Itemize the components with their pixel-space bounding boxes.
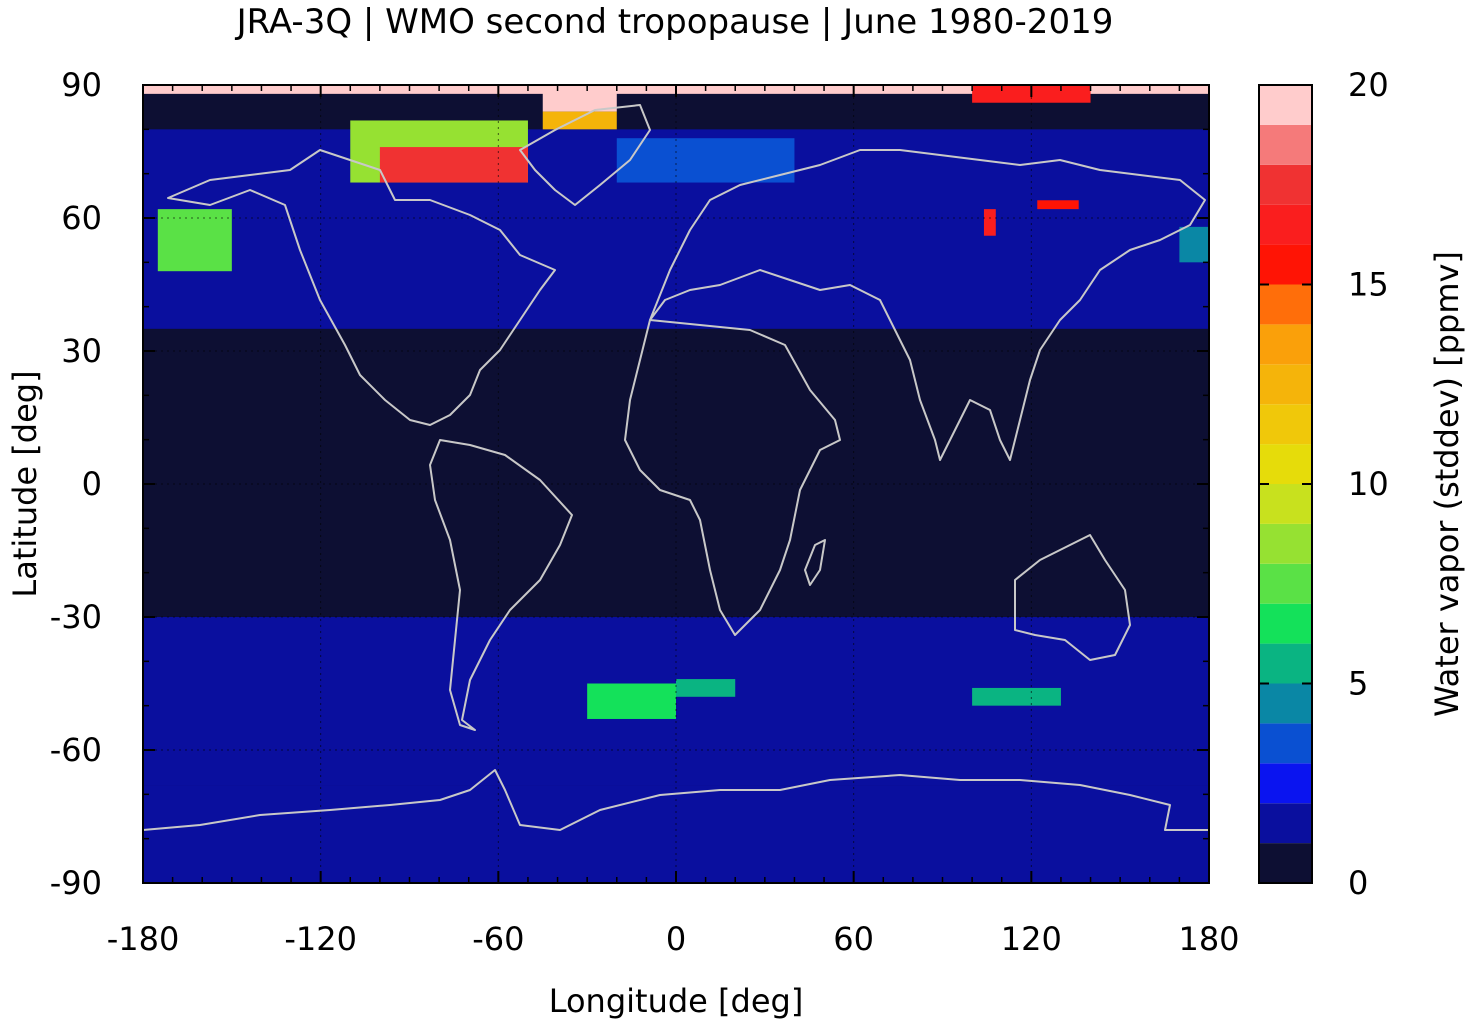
colorbar-level	[1259, 683, 1312, 724]
colorbar-tick-label: 20	[1348, 66, 1389, 104]
data-region	[1037, 200, 1079, 210]
chart-title: JRA-3Q | WMO second tropopause | June 19…	[235, 2, 1114, 42]
colorbar-level	[1259, 124, 1312, 165]
x-tick-label: 120	[1001, 920, 1062, 958]
y-tick-label: -60	[50, 731, 102, 769]
y-tick-label: -30	[50, 598, 102, 636]
x-tick-label: 180	[1178, 920, 1239, 958]
colorbar-tick-label: 5	[1348, 665, 1368, 703]
coastline-africa	[624, 319, 841, 636]
data-region	[1179, 226, 1209, 263]
coastline-europe-asia	[649, 149, 1206, 461]
y-tick-label: 0	[82, 465, 102, 503]
data-region	[542, 85, 617, 112]
colorbar-tick-label: 0	[1348, 864, 1368, 902]
colorbar-level	[1259, 244, 1312, 285]
y-tick-label: 30	[61, 332, 102, 370]
y-tick-label: 90	[61, 66, 102, 104]
colorbar-level	[1259, 404, 1312, 445]
data-region	[972, 687, 1061, 706]
data-region	[157, 209, 232, 272]
coastline-madagascar	[804, 539, 826, 586]
coastline-south-america	[429, 439, 573, 731]
plot-area	[142, 84, 1210, 884]
colorbar-level	[1259, 563, 1312, 604]
data-region	[587, 683, 676, 719]
coastline-antarctica	[142, 769, 1209, 831]
x-axis-label: Longitude [deg]	[549, 982, 804, 1020]
colorbar-level	[1259, 763, 1312, 804]
colorbar-level	[1259, 643, 1312, 684]
y-tick-label: 60	[61, 199, 102, 237]
colorbar-level	[1259, 523, 1312, 564]
x-tick-label: 60	[833, 920, 874, 958]
colorbar-level	[1259, 843, 1312, 883]
x-tick-label: 0	[666, 920, 686, 958]
x-tick-label: -120	[284, 920, 357, 958]
x-tick-label: -180	[107, 920, 180, 958]
colorbar	[1258, 84, 1313, 884]
coastline-australia	[1014, 534, 1131, 661]
data-region	[616, 138, 795, 183]
colorbar-level	[1259, 364, 1312, 405]
grid	[143, 85, 1209, 883]
colorbar-level	[1259, 85, 1312, 125]
y-tick-label: -90	[50, 864, 102, 902]
coastlines	[142, 104, 1209, 831]
data-region	[379, 147, 528, 183]
colorbar-tick-label: 10	[1348, 465, 1389, 503]
y-axis-label: Latitude [deg]	[6, 370, 44, 597]
y-axis: 90 60 30 0 -30 -60 -90	[50, 66, 1209, 902]
colorbar-level	[1259, 284, 1312, 325]
data-region	[676, 679, 736, 697]
coastline-north-america	[167, 149, 556, 426]
colorbar-level	[1259, 603, 1312, 644]
coastline-greenland	[519, 104, 651, 206]
colorbar-level	[1259, 324, 1312, 365]
data-region	[542, 111, 617, 130]
x-tick-label: -60	[472, 920, 524, 958]
colorbar-tick-label: 15	[1348, 266, 1389, 304]
colorbar-level	[1259, 204, 1312, 245]
colorbar-level	[1259, 484, 1312, 524]
colorbar-ticks: 0 5 10 15 20	[1259, 66, 1389, 902]
colorbar-level	[1259, 444, 1312, 484]
colorbar-label: Water vapor (stddev) [ppmv]	[1428, 251, 1466, 717]
colorbar-level	[1259, 164, 1312, 205]
data-region	[983, 209, 996, 236]
colorbar-level	[1259, 803, 1312, 844]
x-axis: -180 -120 -60 0 60 120 180	[107, 85, 1240, 958]
colorbar-level	[1259, 723, 1312, 764]
